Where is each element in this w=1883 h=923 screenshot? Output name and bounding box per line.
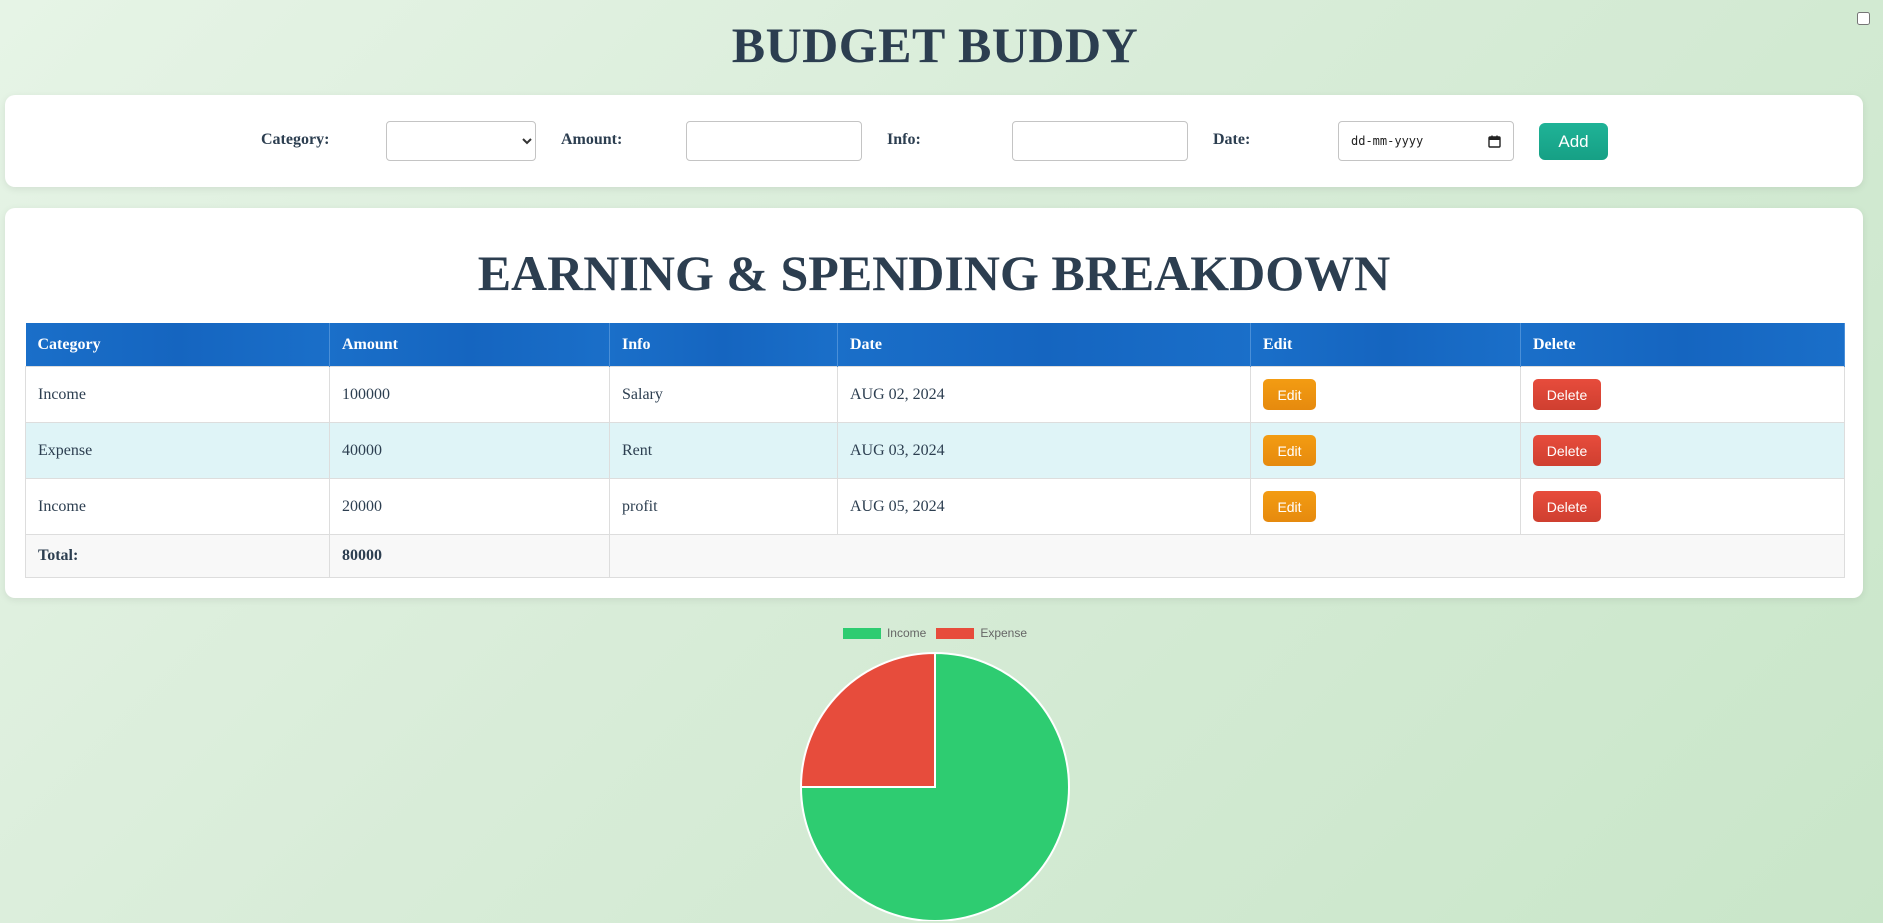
entry-form: Category: Amount: Info: Date: dd-mm-yyyy…: [5, 95, 1863, 187]
total-value: 80000: [329, 534, 610, 578]
total-row-filler: [609, 534, 1845, 578]
pie-slice-expense[interactable]: [799, 651, 936, 788]
cell-date: AUG 03, 2024: [837, 422, 1251, 479]
date-label: Date:: [1213, 131, 1251, 148]
add-button[interactable]: Add: [1539, 123, 1608, 160]
column-header-info: Info: [609, 323, 838, 367]
cell-info: Rent: [609, 422, 838, 479]
corner-checkbox[interactable]: [1857, 12, 1870, 25]
delete-button[interactable]: Delete: [1533, 491, 1601, 522]
cell-delete: Delete: [1520, 478, 1845, 535]
legend-swatch-income: [842, 627, 881, 639]
app-title: BUDGET BUDDY: [731, 17, 1139, 73]
cell-edit: Edit: [1250, 478, 1521, 535]
cell-edit: Edit: [1250, 422, 1521, 479]
breakdown-card: EARNING & SPENDING BREAKDOWN Category Am…: [5, 208, 1863, 598]
edit-button[interactable]: Edit: [1263, 379, 1316, 410]
cell-info: Salary: [609, 366, 838, 423]
delete-button[interactable]: Delete: [1533, 379, 1601, 410]
cell-category: Expense: [25, 422, 330, 479]
edit-button[interactable]: Edit: [1263, 435, 1316, 466]
column-header-category: Category: [25, 323, 330, 367]
pie-svg: [799, 651, 1070, 921]
cell-delete: Delete: [1520, 422, 1845, 479]
cell-category: Income: [25, 478, 330, 535]
amount-input[interactable]: [686, 121, 862, 161]
edit-button[interactable]: Edit: [1263, 491, 1316, 522]
cell-edit: Edit: [1250, 366, 1521, 423]
legend-item-income[interactable]: Income: [842, 626, 927, 640]
column-header-amount: Amount: [329, 323, 610, 367]
cell-date: AUG 05, 2024: [837, 478, 1251, 535]
calendar-icon[interactable]: [1488, 135, 1501, 148]
table-row: Expense 40000 Rent AUG 03, 2024 Edit Del…: [25, 422, 1845, 479]
records-table: Category Amount Info Date Edit Delete In…: [25, 323, 1845, 578]
info-input[interactable]: [1012, 121, 1188, 161]
cell-info: profit: [609, 478, 838, 535]
column-header-edit: Edit: [1250, 323, 1521, 367]
cell-amount: 100000: [329, 366, 610, 423]
category-label: Category:: [261, 131, 330, 148]
cell-date: AUG 02, 2024: [837, 366, 1251, 423]
breakdown-title: EARNING & SPENDING BREAKDOWN: [477, 245, 1391, 301]
legend-item-expense[interactable]: Expense: [936, 626, 1027, 640]
legend-label-expense: Expense: [980, 626, 1028, 640]
chart-legend: Income Expense: [780, 626, 1090, 640]
total-label: Total:: [25, 534, 330, 578]
column-header-delete: Delete: [1520, 323, 1845, 367]
category-select[interactable]: [386, 121, 536, 161]
pie-chart: Income Expense: [780, 615, 1090, 923]
date-input[interactable]: dd-mm-yyyy: [1338, 121, 1514, 161]
cell-delete: Delete: [1520, 366, 1845, 423]
legend-label-income: Income: [886, 626, 927, 640]
column-header-date: Date: [837, 323, 1251, 367]
cell-amount: 20000: [329, 478, 610, 535]
date-placeholder: dd-mm-yyyy: [1351, 134, 1424, 148]
info-label: Info:: [887, 131, 921, 148]
amount-label: Amount:: [561, 131, 623, 148]
table-row: Income 20000 profit AUG 05, 2024 Edit De…: [25, 478, 1845, 535]
total-row: Total: 80000: [25, 534, 1845, 578]
legend-swatch-expense: [936, 627, 975, 639]
delete-button[interactable]: Delete: [1533, 435, 1601, 466]
cell-amount: 40000: [329, 422, 610, 479]
table-row: Income 100000 Salary AUG 02, 2024 Edit D…: [25, 366, 1845, 423]
cell-category: Income: [25, 366, 330, 423]
table-header-row: Category Amount Info Date Edit Delete: [25, 323, 1845, 367]
